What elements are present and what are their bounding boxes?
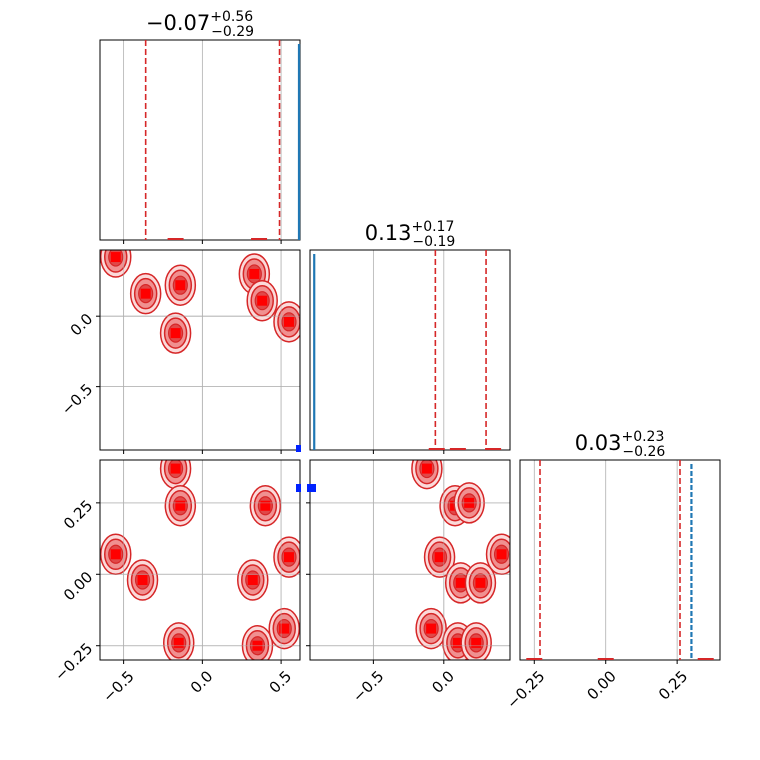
x-tick-label: −0.5 [99, 667, 137, 705]
y-tick-label: 0.00 [60, 568, 96, 604]
density-peak [247, 575, 258, 585]
panel-frame-top [309, 459, 511, 661]
density-peak [455, 577, 466, 588]
density-peak [434, 552, 445, 563]
y-tick-label: −0.5 [58, 380, 96, 418]
y-tick-label: 0.0 [67, 310, 97, 340]
density-peak [475, 577, 486, 588]
density-peak [170, 328, 181, 339]
density-peak [249, 268, 260, 279]
density-peak [140, 288, 151, 299]
y-tick-label: 0.25 [60, 496, 96, 532]
truth-marker [296, 484, 301, 492]
panel-frame [309, 249, 511, 451]
hist-panel-p1 [309, 249, 511, 454]
x-tick-label: 0.25 [655, 667, 691, 703]
panel-frame [99, 249, 301, 451]
panel-frame [519, 459, 721, 661]
density-peak [257, 295, 268, 306]
title-p2: 0.03+0.23 −0.26 [575, 429, 666, 460]
scatter-panel-p0-p1: −0.5 0.0 [58, 249, 301, 454]
x-tick-label: −0.25 [503, 667, 548, 712]
density-peak [426, 623, 437, 634]
density-peak [173, 637, 184, 648]
truth-marker [296, 445, 301, 452]
density-peak [170, 463, 181, 474]
density-peak [279, 623, 290, 634]
panel-frame [99, 39, 301, 241]
density-peak [110, 252, 121, 263]
density-peak [137, 575, 148, 585]
panel-frame-top [99, 249, 301, 451]
contour-group [100, 460, 300, 660]
density-peak [421, 463, 432, 474]
x-tick-label: −0.5 [349, 667, 387, 705]
x-tick-label: 0.0 [428, 667, 458, 697]
contour-group [100, 250, 300, 450]
density-peak [260, 500, 271, 511]
density-peak [496, 549, 507, 560]
density-peak [452, 637, 463, 648]
hist-panel-p2: −0.25 0.00 0.25 [503, 459, 721, 713]
x-tick-label: 0.5 [266, 667, 296, 697]
density-peak [175, 280, 186, 291]
y-tick-label: −0.25 [51, 639, 96, 684]
x-tick-label: 0.00 [584, 667, 620, 703]
density-peak [283, 316, 294, 327]
x-tick-label: 0.0 [187, 667, 217, 697]
density-peak [175, 500, 186, 511]
density-peak [471, 637, 482, 648]
scatter-panel-p0-p2: −0.5 0.0 0.5 −0.25 0.00 0.25 [51, 459, 301, 706]
density-peak [283, 552, 294, 563]
title-p1: 0.13+0.17 −0.19 [365, 219, 456, 250]
hist-panel-p0 [99, 39, 301, 244]
density-peak [110, 549, 121, 560]
panel-frame-top [99, 459, 301, 661]
truth-marker [307, 484, 316, 492]
scatter-panel-p1-p2: −0.5 0.0 [306, 459, 511, 706]
contour-group [310, 460, 510, 660]
title-p0: −0.07+0.56 −0.29 [146, 9, 254, 40]
